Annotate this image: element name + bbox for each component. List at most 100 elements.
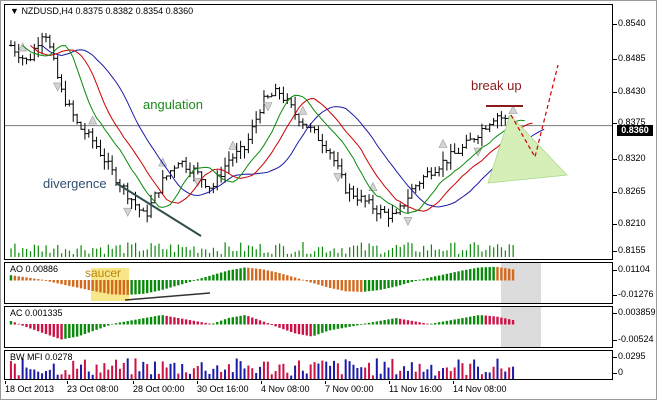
forecast-triangle	[487, 114, 568, 184]
volume-bar	[33, 244, 35, 257]
volume-bar	[415, 251, 417, 257]
volume-bar	[411, 243, 413, 257]
ao-histogram[interactable]: saucer	[5, 263, 612, 303]
ac-bar	[402, 319, 406, 325]
price-axis[interactable]: 0.8540 0.8485 0.8430 0.8375 0.8320 0.826…	[613, 4, 656, 260]
ac-bar	[138, 318, 141, 325]
volume-bar	[271, 253, 273, 257]
volume-bar	[115, 245, 117, 257]
time-tick: 18 Oct 2013	[5, 381, 55, 394]
mfi-bar	[33, 369, 36, 379]
volume-bar	[216, 251, 218, 257]
ac-bar	[200, 322, 203, 325]
ao-bar	[336, 280, 340, 290]
mfi-bar	[430, 364, 433, 379]
price-bar	[328, 148, 333, 160]
ac-bar	[87, 324, 90, 333]
ao-bar	[91, 280, 94, 291]
volume-bar	[138, 251, 141, 257]
volume-bar	[345, 253, 347, 257]
volume-bar	[181, 247, 183, 257]
volume-bar	[325, 252, 327, 257]
collapse-triangle-icon[interactable]: ▼	[10, 6, 19, 16]
volume-bar	[177, 244, 180, 257]
price-bar	[398, 202, 403, 216]
price-bar	[86, 129, 91, 138]
price-tick: 0.8320	[613, 153, 646, 163]
ac-bar	[17, 323, 20, 325]
ac-bar	[192, 320, 196, 325]
ac-bar	[418, 322, 421, 325]
mfi-bar	[118, 368, 121, 379]
ao-bar	[297, 278, 301, 281]
price-pane[interactable]: angulation divergence break up ▼ NZDUSD,H4…	[4, 4, 613, 260]
ac-bar	[488, 315, 491, 325]
volume-bar	[364, 250, 366, 257]
price-chart-canvas[interactable]: angulation divergence break up	[5, 5, 612, 259]
ac-histogram[interactable]	[5, 307, 612, 347]
ao-bar	[52, 280, 55, 283]
ac-bar	[274, 324, 277, 327]
volume-bar	[123, 252, 125, 257]
mfi-pane[interactable]: BW MFI 0.0278	[4, 350, 613, 380]
ao-bar	[165, 280, 168, 289]
price-bar	[223, 157, 228, 183]
price-bar	[242, 145, 247, 159]
mfi-bar	[56, 374, 59, 379]
mfi-bar	[83, 359, 86, 379]
ao-bar	[465, 269, 468, 281]
mfi-histogram[interactable]	[5, 351, 612, 379]
time-tick: 14 Nov 08:00	[453, 381, 507, 394]
mfi-bar	[231, 372, 234, 379]
mfi-bar	[305, 373, 308, 379]
mfi-bar	[115, 359, 118, 379]
ac-bar	[145, 317, 149, 325]
price-bar	[487, 123, 492, 133]
volume-bar	[504, 250, 506, 257]
ao-pane[interactable]: saucer AO 0.00886	[4, 262, 613, 304]
volume-bar	[247, 245, 250, 257]
mfi-bar	[138, 371, 141, 379]
ao-bar	[434, 276, 437, 281]
mfi-bar	[445, 367, 448, 379]
volume-bar	[321, 246, 324, 257]
mfi-bar	[297, 360, 300, 379]
fractal-down-icon	[263, 102, 273, 112]
ao-bar	[75, 280, 79, 288]
volume-bar	[251, 246, 253, 257]
ac-bar	[157, 315, 161, 325]
ao-bar	[383, 280, 386, 289]
mfi-bar	[379, 373, 382, 379]
mfi-bar	[224, 369, 227, 379]
ac-bar	[434, 322, 437, 325]
ao-bar	[130, 280, 133, 295]
ao-bar	[418, 279, 421, 281]
ac-axis: 0.003859 -0.00524	[613, 306, 656, 348]
ac-bar	[317, 324, 320, 335]
price-bar	[476, 135, 481, 145]
price-bar	[199, 171, 204, 188]
ac-bar	[348, 324, 351, 327]
price-bar	[102, 148, 107, 170]
price-bar	[129, 198, 134, 209]
mfi-bar	[17, 375, 20, 379]
volume-bar	[384, 252, 386, 257]
ao-bar	[107, 280, 110, 294]
ao-bar	[204, 276, 207, 281]
ao-bar	[332, 280, 336, 289]
time-axis[interactable]: 18 Oct 2013 23 Oct 08:00 28 Oct 00:00 30…	[0, 381, 657, 399]
volume-bar	[228, 246, 230, 257]
price-bar	[452, 143, 457, 154]
ac-bar	[254, 318, 258, 325]
volume-bar	[391, 247, 394, 257]
price-bar	[413, 184, 418, 194]
mfi-bar	[387, 367, 390, 379]
volume-bar	[481, 251, 483, 257]
ac-pane[interactable]: AC 0.001335	[4, 306, 613, 348]
mfi-bar	[153, 361, 156, 379]
ao-bar	[313, 280, 316, 284]
ao-bar	[293, 277, 297, 281]
volume-bar	[127, 242, 129, 257]
fractal-down-icon	[123, 207, 133, 217]
price-bar	[378, 204, 383, 219]
